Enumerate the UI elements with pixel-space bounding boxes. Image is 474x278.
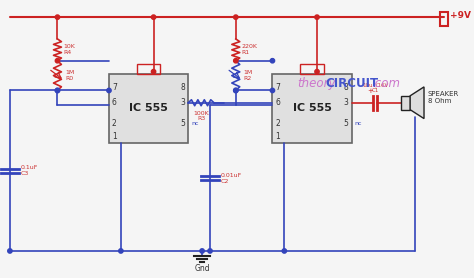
Text: 10K
R4: 10K R4: [64, 44, 75, 55]
Text: 6: 6: [112, 98, 117, 107]
Circle shape: [55, 15, 60, 19]
Text: 1: 1: [112, 131, 117, 140]
Bar: [273, 74, 352, 143]
Text: nc: nc: [191, 121, 199, 126]
Circle shape: [315, 15, 319, 19]
Text: 5: 5: [344, 119, 349, 128]
Circle shape: [151, 15, 156, 19]
Circle shape: [282, 249, 286, 253]
Text: 1M
R0: 1M R0: [65, 70, 74, 81]
Text: nc: nc: [355, 121, 362, 126]
Bar: [137, 64, 161, 74]
Bar: [109, 74, 188, 143]
Text: IC 555: IC 555: [292, 103, 331, 113]
Circle shape: [234, 59, 238, 63]
Text: SPEAKER
8 Ohm: SPEAKER 8 Ohm: [428, 91, 459, 104]
Circle shape: [234, 88, 238, 93]
Text: 10uF/16V
C1: 10uF/16V C1: [362, 82, 389, 93]
Text: 3: 3: [181, 98, 185, 107]
Text: IC 555: IC 555: [129, 103, 168, 113]
Text: 0.1uF
C3: 0.1uF C3: [21, 165, 38, 176]
Circle shape: [234, 15, 238, 19]
Circle shape: [55, 88, 60, 93]
Text: 2: 2: [112, 119, 117, 128]
Text: 2: 2: [275, 119, 280, 128]
Text: 100K
R3: 100K R3: [193, 111, 209, 121]
Text: 7: 7: [112, 83, 117, 92]
Circle shape: [270, 59, 274, 63]
Text: 1M
R2: 1M R2: [244, 70, 253, 81]
Circle shape: [234, 88, 238, 93]
Polygon shape: [410, 87, 424, 119]
Text: 7: 7: [275, 83, 280, 92]
Circle shape: [118, 249, 123, 253]
Text: 220K
R1: 220K R1: [242, 44, 258, 55]
Text: CIRCUIT: CIRCUIT: [325, 77, 378, 90]
Circle shape: [151, 70, 156, 74]
Text: 0.01uF
C2: 0.01uF C2: [221, 173, 242, 183]
Text: +: +: [367, 88, 374, 94]
Circle shape: [208, 249, 212, 253]
Text: theory: theory: [297, 77, 336, 90]
Text: .com: .com: [372, 77, 401, 90]
Circle shape: [200, 249, 204, 253]
Text: Gnd: Gnd: [194, 264, 210, 273]
Circle shape: [55, 88, 60, 93]
Circle shape: [107, 88, 111, 93]
Bar: [300, 64, 324, 74]
Circle shape: [55, 59, 60, 63]
Text: 5: 5: [181, 119, 185, 128]
Bar: [401, 96, 410, 110]
Bar: [440, 12, 448, 26]
Text: +9V: +9V: [450, 11, 471, 20]
Text: 8: 8: [344, 83, 349, 92]
Circle shape: [270, 88, 274, 93]
Circle shape: [315, 70, 319, 74]
Text: 3: 3: [344, 98, 349, 107]
Circle shape: [8, 249, 12, 253]
Text: 1: 1: [275, 131, 280, 140]
Text: 8: 8: [181, 83, 185, 92]
Text: 6: 6: [275, 98, 280, 107]
